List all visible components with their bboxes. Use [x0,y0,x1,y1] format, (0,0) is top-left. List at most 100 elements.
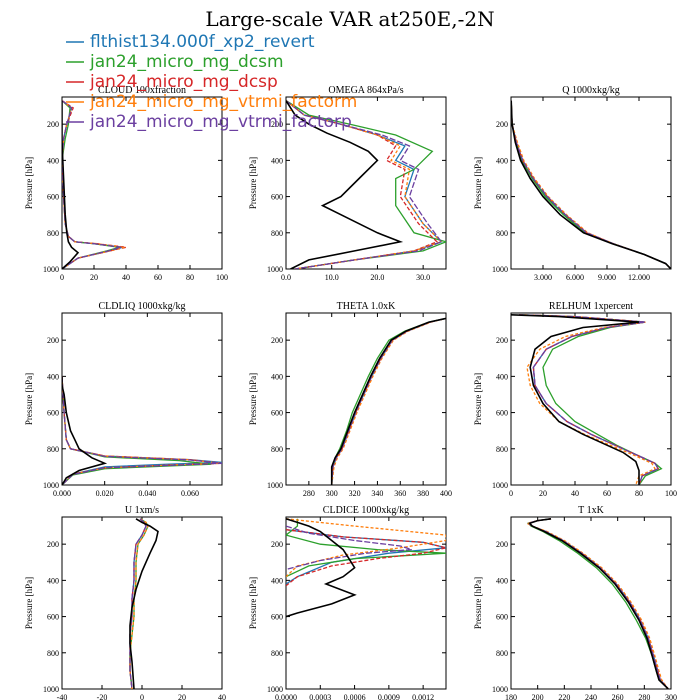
x-tick-label: 10.0 [325,273,339,282]
x-tick-label: 0.040 [138,489,156,498]
y-tick-label: 1000 [267,265,283,274]
series-line-1 [286,100,446,269]
y-tick-label: 600 [271,409,283,418]
series-line-1 [527,518,669,689]
x-tick-label: 20 [90,273,98,282]
reference-line [286,518,357,618]
y-axis-label: Pressure [hPa] [24,577,34,629]
plot-frame [285,96,447,270]
x-tick-label: 0.0006 [344,693,366,700]
y-axis-label: Pressure [hPa] [248,577,258,629]
x-tick-label: 0.0000 [275,693,297,700]
y-axis-label: Pressure [hPa] [473,577,483,629]
y-tick-label: 800 [47,649,59,658]
x-tick-label: 0.020 [96,489,114,498]
plot-frame [510,516,672,690]
y-tick-label: 800 [271,229,283,238]
x-tick-label: 180 [505,693,517,700]
x-tick-label: 320 [349,489,361,498]
x-tick-label: 300 [665,693,677,700]
legend-entry: jan24_micro_mg_vtrmi_factorp [89,112,352,132]
series-line-0 [526,518,669,689]
x-tick-label: 260 [612,693,624,700]
panel-4: THETA 1.0xK Pressure [hPa] 200 400 600 800 100… [248,301,452,498]
x-tick-label: 3.000 [534,273,552,282]
y-tick-label: 600 [47,409,59,418]
panel-3: CLDLIQ 1000xkg/kg Pressure [hPa] 200 400 600… [24,301,223,498]
x-tick-label: 200 [532,693,544,700]
panel-title: OMEGA 864xPa/s [328,85,403,96]
y-tick-label: 400 [271,576,283,585]
reference-line [286,100,404,269]
series-line-4 [286,525,412,571]
y-tick-label: 1000 [43,265,59,274]
legend: flthist134.000f_xp2_revertjan24_micro_mg… [66,32,357,132]
y-tick-label: 600 [271,193,283,202]
panel-title: CLDLIQ 1000xkg/kg [99,301,186,312]
panel-title: U 1xm/s [125,505,159,516]
plot-frame [61,516,223,690]
x-tick-label: 40 [571,489,579,498]
plot-frame [510,312,672,486]
x-tick-label: 40 [122,273,130,282]
x-tick-label: 220 [558,693,570,700]
panel-title: CLDICE 1000xkg/kg [323,505,409,516]
x-tick-label: 20 [539,489,547,498]
reference-line [511,100,671,269]
reference-line [62,100,80,269]
series-lines [286,100,446,269]
y-tick-label: 400 [47,576,59,585]
x-tick-label: 60 [154,273,162,282]
y-axis-label: Pressure [hPa] [24,373,34,425]
legend-entry: jan24_micro_mg_dcsm [89,52,284,72]
y-axis-label: Pressure [hPa] [473,373,483,425]
series-line-2 [526,518,669,689]
legend-entry: jan24_micro_mg_vtrmi_factorm [89,92,357,112]
y-tick-label: 1000 [492,265,508,274]
x-tick-label: 280 [638,693,650,700]
y-tick-label: 600 [47,193,59,202]
series-line-3 [525,518,669,689]
legend-entry: flthist134.000f_xp2_revert [90,32,315,52]
reference-line [511,314,640,485]
series-line-4 [129,518,147,689]
y-tick-label: 200 [271,540,283,549]
x-tick-label: 9.000 [598,273,616,282]
reference-line [62,376,108,485]
x-tick-label: -40 [57,693,68,700]
y-tick-label: 200 [271,120,283,129]
y-axis-label: Pressure [hPa] [248,157,258,209]
panel-title: RELHUM 1xpercent [549,301,633,312]
y-tick-label: 400 [496,576,508,585]
x-tick-label: 0 [140,693,144,700]
series-line-4 [62,376,222,485]
y-tick-label: 400 [271,372,283,381]
y-tick-label: 200 [47,540,59,549]
y-tick-label: 200 [496,540,508,549]
y-axis-label: Pressure [hPa] [24,157,34,209]
x-tick-label: 100 [665,489,677,498]
plot-frame [285,312,447,486]
reference-line [528,518,669,689]
y-tick-label: 200 [496,336,508,345]
y-tick-label: 400 [47,372,59,381]
series-lines [129,518,159,689]
y-tick-label: 200 [496,120,508,129]
y-tick-label: 1000 [43,685,59,694]
x-tick-label: 0 [60,273,64,282]
y-tick-label: 1000 [492,481,508,490]
panel-title: CLOUD 100xfraction [98,85,186,96]
series-line-0 [518,314,660,485]
series-line-4 [526,518,669,689]
series-lines [525,518,669,689]
series-line-2 [518,314,660,485]
series-line-4 [62,100,122,269]
panel-title: THETA 1.0xK [337,301,396,312]
x-tick-label: 0.0003 [309,693,331,700]
